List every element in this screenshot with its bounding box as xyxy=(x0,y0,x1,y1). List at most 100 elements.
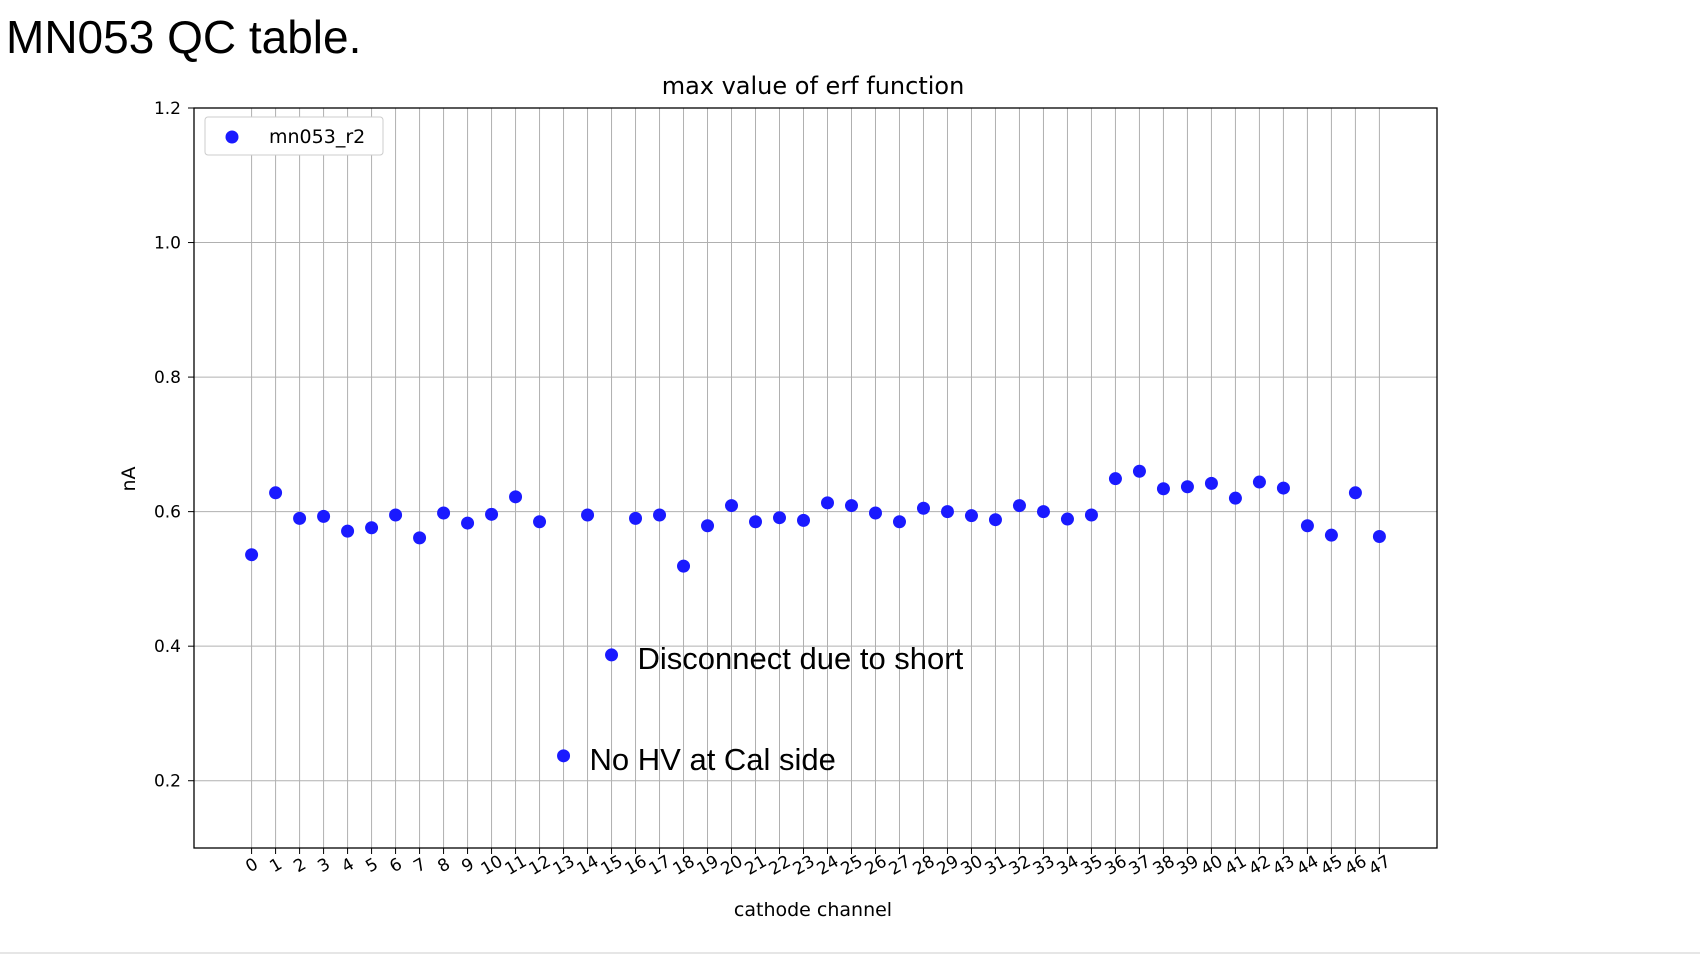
data-point xyxy=(437,506,451,520)
x-axis-label: cathode channel xyxy=(734,899,892,921)
y-tick-label: 0.2 xyxy=(154,772,181,792)
data-point xyxy=(509,490,523,504)
data-points xyxy=(245,464,1386,763)
x-tick-label: 32 xyxy=(1006,852,1035,880)
x-tick-label: 37 xyxy=(1126,852,1155,880)
annotation-label: Disconnect due to short xyxy=(638,641,964,676)
data-point xyxy=(1012,499,1026,513)
x-tick-label: 8 xyxy=(434,854,453,877)
data-point xyxy=(365,521,379,535)
x-tick-label: 4 xyxy=(338,854,357,877)
legend: mn053_r2 xyxy=(204,116,384,156)
x-tick-label: 18 xyxy=(670,852,699,880)
x-tick-label: 7 xyxy=(410,854,429,877)
data-point xyxy=(245,548,259,562)
x-tick-label: 25 xyxy=(838,852,867,880)
data-point xyxy=(1252,475,1266,489)
x-tick-label: 30 xyxy=(958,852,987,880)
data-point xyxy=(773,511,787,525)
x-tick-label: 46 xyxy=(1342,852,1371,880)
data-point xyxy=(317,509,331,523)
slide-title: MN053 QC table. xyxy=(6,11,362,63)
data-point xyxy=(581,508,595,522)
x-tick-label: 40 xyxy=(1198,852,1227,880)
y-tick-label: 0.8 xyxy=(154,368,181,388)
data-point xyxy=(868,506,882,520)
x-tick-label: 45 xyxy=(1318,852,1347,880)
y-tick-label: 0.6 xyxy=(154,503,181,523)
data-point xyxy=(269,486,283,500)
data-point xyxy=(1180,480,1194,494)
x-tick-label: 28 xyxy=(910,852,939,880)
x-tick-label: 38 xyxy=(1150,852,1179,880)
x-tick-label: 19 xyxy=(694,852,723,880)
x-tick-label: 34 xyxy=(1054,852,1083,880)
x-tick-label: 17 xyxy=(646,852,675,880)
data-point xyxy=(389,508,403,522)
x-tick-label: 35 xyxy=(1078,852,1107,880)
x-tick-label: 12 xyxy=(526,852,555,880)
legend-label: mn053_r2 xyxy=(269,126,365,148)
data-point xyxy=(557,749,571,763)
data-point xyxy=(461,516,475,530)
data-point xyxy=(485,507,499,521)
data-point xyxy=(701,519,715,533)
data-point xyxy=(892,515,906,529)
data-point xyxy=(749,515,763,529)
y-tick-label: 1.2 xyxy=(154,99,181,119)
data-point xyxy=(1348,486,1362,500)
plot-frame xyxy=(193,107,1438,849)
data-point xyxy=(1276,481,1290,495)
data-point xyxy=(1204,476,1218,490)
data-point xyxy=(844,499,858,513)
data-point xyxy=(341,524,355,538)
x-tick-label: 26 xyxy=(862,852,891,880)
x-axis-ticks: 0 1 2 3 4 5 6 7 8 9 101112131415161718192021222324… xyxy=(242,848,1394,880)
x-tick-label: 16 xyxy=(622,852,651,880)
x-tick-label: 15 xyxy=(598,852,627,880)
x-tick-label: 9 xyxy=(458,854,477,877)
x-tick-label: 36 xyxy=(1102,852,1131,880)
data-point xyxy=(916,501,930,515)
x-tick-label: 0 xyxy=(242,854,261,877)
data-point xyxy=(1108,472,1122,486)
x-tick-label: 6 xyxy=(386,854,405,877)
x-tick-label: 33 xyxy=(1030,852,1059,880)
data-point xyxy=(1132,464,1146,478)
data-point xyxy=(605,648,619,662)
slide-bottom-rule xyxy=(0,952,1700,954)
legend-box xyxy=(204,116,384,156)
data-point xyxy=(988,513,1002,527)
x-tick-label: 27 xyxy=(886,852,915,880)
data-point xyxy=(797,513,811,527)
data-point xyxy=(677,559,691,573)
data-point xyxy=(293,511,307,525)
data-point xyxy=(653,508,667,522)
data-point xyxy=(1156,482,1170,496)
x-tick-label: 14 xyxy=(574,852,603,880)
data-point xyxy=(1324,528,1338,542)
x-tick-label: 1 xyxy=(266,854,285,877)
x-tick-label: 31 xyxy=(982,852,1011,880)
data-point xyxy=(413,531,427,545)
data-point xyxy=(940,505,954,519)
annotations: Disconnect due to short No HV at Cal side xyxy=(590,641,964,777)
x-tick-label: 22 xyxy=(766,852,795,880)
x-tick-label: 42 xyxy=(1246,852,1275,880)
data-point xyxy=(1060,512,1074,526)
x-tick-label: 43 xyxy=(1270,852,1299,880)
data-point xyxy=(1036,505,1050,519)
y-axis-ticks: 0.2 0.4 0.6 0.8 1.0 1.2 xyxy=(154,99,194,792)
data-point xyxy=(1228,491,1242,505)
x-tick-label: 44 xyxy=(1294,852,1323,880)
x-tick-label: 2 xyxy=(290,854,309,877)
x-tick-label: 11 xyxy=(502,852,531,880)
x-tick-label: 24 xyxy=(814,852,843,880)
data-point xyxy=(964,509,978,523)
data-point xyxy=(725,499,739,513)
data-point xyxy=(1084,508,1098,522)
x-tick-label: 41 xyxy=(1222,852,1251,880)
data-point xyxy=(820,496,834,510)
x-tick-label: 39 xyxy=(1174,852,1203,880)
